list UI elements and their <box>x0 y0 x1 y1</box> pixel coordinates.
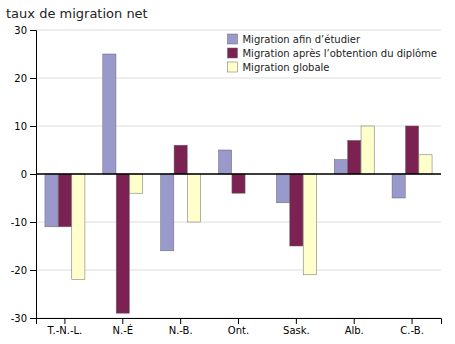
y-tick: -10 <box>11 217 36 228</box>
legend-item: Migration après l’obtention du diplôme <box>227 48 437 59</box>
x-axis: T.-N.-L. N.-É N.-B. Ont. Sask. Alb. C.-B. <box>37 318 442 336</box>
bar <box>45 174 58 227</box>
bar <box>130 174 143 193</box>
x-tick-label: T.-N.-L. <box>47 325 83 336</box>
bar <box>348 140 361 174</box>
x-tick-label: C.-B. <box>400 325 423 336</box>
y-tick-label: 20 <box>14 73 27 84</box>
legend-item: Migration globale <box>227 62 329 73</box>
bar <box>334 160 347 174</box>
y-tick-label: -10 <box>11 217 27 228</box>
x-tick-label: Sask. <box>283 325 310 336</box>
x-tick-mark <box>122 318 123 324</box>
x-tick-label: Ont. <box>228 325 249 336</box>
grid-line <box>36 78 441 79</box>
y-tick-mark <box>30 318 36 319</box>
y-tick-mark <box>30 270 36 271</box>
y-tick-mark <box>30 78 36 79</box>
y-tick: 20 <box>14 73 36 84</box>
y-axis-line <box>30 31 37 319</box>
y-tick: 10 <box>14 121 36 132</box>
legend-swatch <box>227 62 237 72</box>
y-tick: 30 <box>14 25 36 36</box>
bar <box>419 155 432 174</box>
x-tick: N.-B. <box>169 318 193 336</box>
grid-line <box>36 174 441 175</box>
bar <box>187 174 200 222</box>
y-tick-label: 0 <box>21 169 27 180</box>
y-tick-label: 30 <box>14 25 27 36</box>
legend-item: Migration afin d’étudier <box>227 34 360 45</box>
bar <box>103 54 116 174</box>
bar <box>276 174 289 203</box>
x-tick: N.-É <box>112 318 133 336</box>
grid <box>36 30 441 318</box>
bar-series <box>45 54 405 251</box>
legend-label: Migration afin d’étudier <box>242 34 360 45</box>
bar <box>361 126 374 174</box>
bar <box>392 174 405 198</box>
x-tick-mark <box>412 318 413 324</box>
y-tick-label: 10 <box>14 121 27 132</box>
bars <box>45 54 432 313</box>
y-tick-label: -30 <box>11 313 27 324</box>
bar <box>232 174 245 193</box>
y-tick-mark <box>30 126 36 127</box>
x-tick: T.-N.-L. <box>47 318 83 336</box>
y-tick: -30 <box>11 313 36 324</box>
zero-line <box>36 173 441 175</box>
bar <box>290 174 303 246</box>
bar <box>219 150 232 174</box>
x-tick-mark <box>238 318 239 324</box>
x-tick-mark <box>354 318 355 324</box>
y-tick-mark <box>30 174 36 175</box>
plot: -30 -20 -10 0 10 20 30 T.-N.-L. N.-É N.-B. Ont. Sas… <box>11 25 442 336</box>
legend: Migration afin d’étudier Migration après … <box>227 34 437 73</box>
x-tick: Sask. <box>283 318 310 336</box>
grid-line <box>36 222 441 223</box>
chart: taux de migration net -30 -20 -10 0 10 20 30 T.-… <box>0 0 455 344</box>
x-tick-mark <box>296 318 297 324</box>
y-tick: -20 <box>11 265 36 276</box>
bar <box>174 145 187 174</box>
bar <box>58 174 71 227</box>
bar <box>72 174 85 280</box>
y-axis: -30 -20 -10 0 10 20 30 <box>11 25 37 324</box>
legend-swatch <box>227 34 237 44</box>
x-tick-label: N.-B. <box>169 325 193 336</box>
x-tick: Ont. <box>228 318 249 336</box>
x-axis-line <box>37 319 442 325</box>
title: taux de migration net <box>6 6 148 21</box>
grid-line <box>36 30 441 31</box>
x-tick-mark <box>180 318 181 324</box>
y-tick-mark <box>30 222 36 223</box>
legend-swatch <box>227 48 237 58</box>
bar-series <box>58 126 418 313</box>
legend-label: Migration globale <box>242 62 329 73</box>
y-tick-label: -20 <box>11 265 27 276</box>
y-tick-mark <box>30 30 36 31</box>
y-tick: 0 <box>21 169 36 180</box>
grid-line <box>36 126 441 127</box>
bar <box>303 174 316 275</box>
x-tick: Alb. <box>345 318 364 336</box>
bar <box>406 126 419 174</box>
x-tick-label: N.-É <box>112 324 133 336</box>
grid-line <box>36 270 441 271</box>
x-tick-label: Alb. <box>345 325 364 336</box>
legend-label: Migration après l’obtention du diplôme <box>242 48 437 59</box>
bar <box>161 174 174 251</box>
bar-series <box>72 126 432 280</box>
bar <box>116 174 129 313</box>
x-tick: C.-B. <box>400 318 423 336</box>
x-tick-mark <box>64 318 65 324</box>
